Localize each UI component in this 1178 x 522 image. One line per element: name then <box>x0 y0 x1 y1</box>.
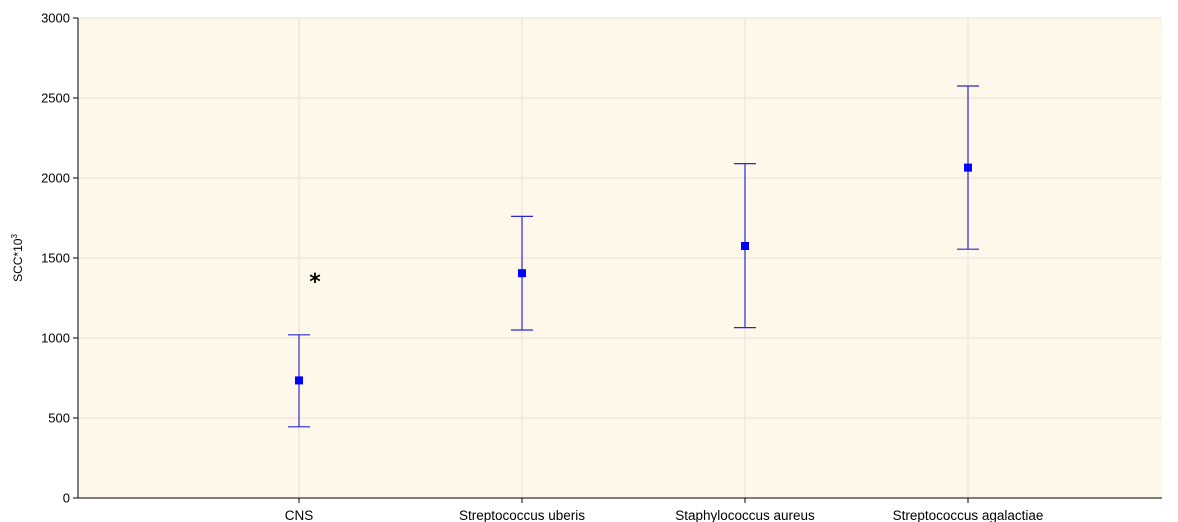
x-tick-label: Streptococcus agalactiae <box>893 508 1044 522</box>
y-tick-label: 2000 <box>41 171 70 186</box>
x-tick-label: Streptococcus uberis <box>459 508 585 522</box>
error-bar <box>957 85 979 250</box>
y-axis-label-superscript: 3 <box>10 234 19 239</box>
error-bar <box>288 334 310 428</box>
y-axis-label-base: SCC*10 <box>11 238 25 282</box>
axes <box>73 17 1162 503</box>
annotations: * <box>309 270 321 295</box>
error-bar <box>511 215 533 331</box>
grid-lines <box>78 17 1162 498</box>
y-tick-labels: 0 500 1000 1500 2000 2500 3000 <box>41 11 70 506</box>
mean-marker <box>964 163 972 172</box>
significance-annotation: * <box>309 270 321 295</box>
y-tick-label: 3000 <box>41 11 70 26</box>
y-tick-label: 1500 <box>41 251 70 266</box>
y-tick-label: 0 <box>63 491 70 506</box>
mean-marker <box>295 376 303 385</box>
y-axis-label: SCC*103 <box>10 234 25 282</box>
mean-marker <box>518 269 526 278</box>
error-bar <box>734 163 756 329</box>
x-tick-label: Staphylococcus aureus <box>675 508 815 522</box>
x-tick-label: CNS <box>285 508 314 522</box>
mean-marker <box>741 242 749 250</box>
series-markers <box>288 85 979 428</box>
x-tick-labels: CNS Streptococcus uberis Staphylococcus au… <box>285 508 1044 522</box>
y-tick-label: 1000 <box>41 331 70 346</box>
y-tick-label: 500 <box>48 411 70 426</box>
y-tick-label: 2500 <box>41 91 70 106</box>
